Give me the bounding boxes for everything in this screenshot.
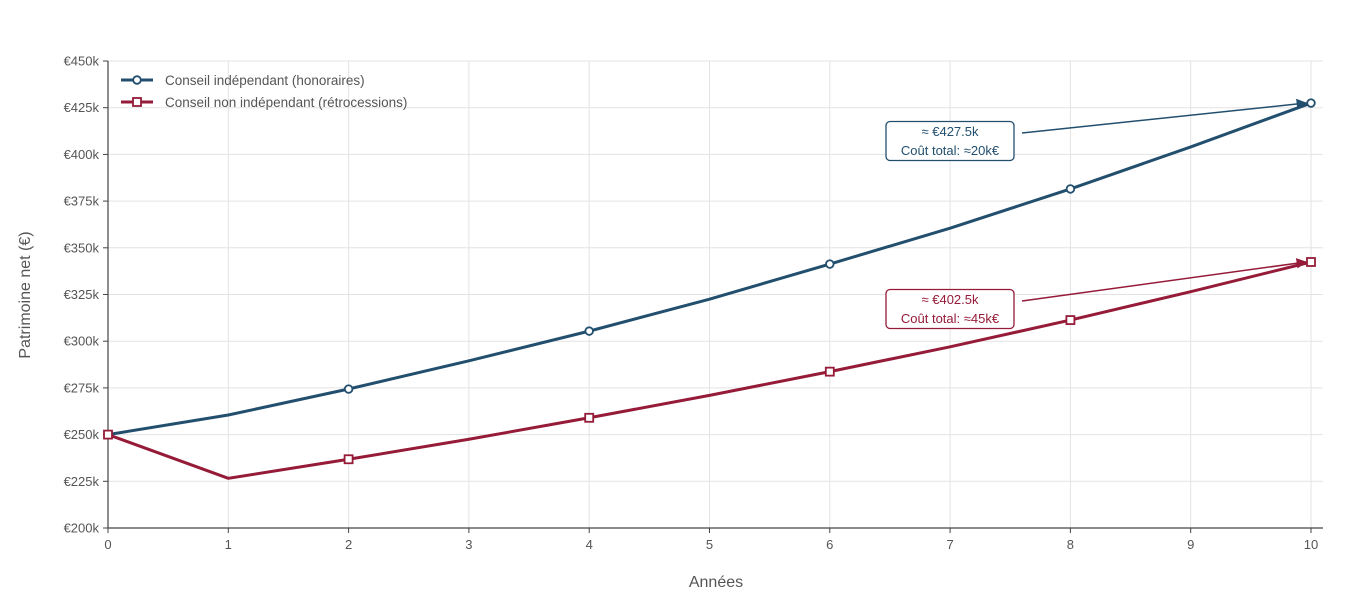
circle-marker-icon [1065,184,1076,194]
x-tick-label: 5 [706,537,713,552]
circle-marker-icon [132,75,142,85]
annotation-value: ≈ €402.5k [921,292,979,307]
annotation-arrow [1021,258,1308,302]
x-tick-label: 2 [345,537,352,552]
x-tick-label: 7 [946,537,953,552]
square-marker-icon [343,454,354,465]
square-marker-icon [584,412,595,423]
square-marker-icon [132,97,142,107]
axes: €200k €225k €250k €275k €300k €325k €350k €375k… [64,54,1323,552]
series-lines [103,98,1316,480]
circle-marker-icon [343,384,354,394]
annotation-box [885,288,1015,330]
square-marker-icon [103,429,113,440]
x-tick-label: 4 [586,537,593,552]
annotation-cost: Coût total: ≈45k€ [901,311,1000,326]
grid-lines [108,60,1323,528]
y-tick-label: €225k [64,474,100,489]
y-tick-label: €200k [64,521,100,536]
circle-marker-icon [584,326,594,336]
y-tick-label: €325k [64,287,100,302]
series-line-0 [107,101,1312,437]
x-tick-label: 6 [826,537,833,552]
annotations: ≈ €427.5k Coût total: ≈20k€ ≈ €402.5k Coût … [885,98,1308,330]
legend-item-independant[interactable]: Conseil indépendant (honoraires) [121,73,365,88]
x-tick-label: 9 [1187,537,1194,552]
square-marker-icon [824,366,835,377]
annotation-box [885,120,1015,162]
y-tick-label: €375k [64,194,100,209]
x-tick-label: 0 [104,537,111,552]
y-tick-label: €450k [64,54,100,69]
y-tick-label: €275k [64,380,100,395]
x-tick-label: 1 [225,537,232,552]
circle-marker-icon [1306,98,1316,108]
annotation-arrow [1021,98,1308,134]
legend-item-non-independant[interactable]: Conseil non indépendant (rétrocessions) [121,95,407,110]
x-axis-title: Années [689,574,743,591]
square-marker-icon [1065,315,1076,325]
y-tick-label: €250k [64,427,100,442]
square-marker-icon [1306,257,1316,267]
legend-label: Conseil non indépendant (rétrocessions) [165,95,407,110]
y-tick-label: €350k [64,240,100,255]
annotation-cost: Coût total: ≈20k€ [901,143,1000,158]
legend: Conseil indépendant (honoraires) Conseil… [121,73,407,110]
y-tick-label: €300k [64,334,100,349]
x-tick-label: 10 [1304,537,1318,552]
x-tick-label: 3 [465,537,472,552]
series-line-1 [107,260,1312,480]
legend-label: Conseil indépendant (honoraires) [165,73,365,88]
y-tick-label: €425k [64,100,100,115]
y-tick-label: €400k [64,147,100,162]
circle-marker-icon [825,259,835,269]
y-axis-title: Patrimoine net (€) [17,231,34,358]
annotation-value: ≈ €427.5k [921,124,979,139]
x-tick-label: 8 [1067,537,1074,552]
